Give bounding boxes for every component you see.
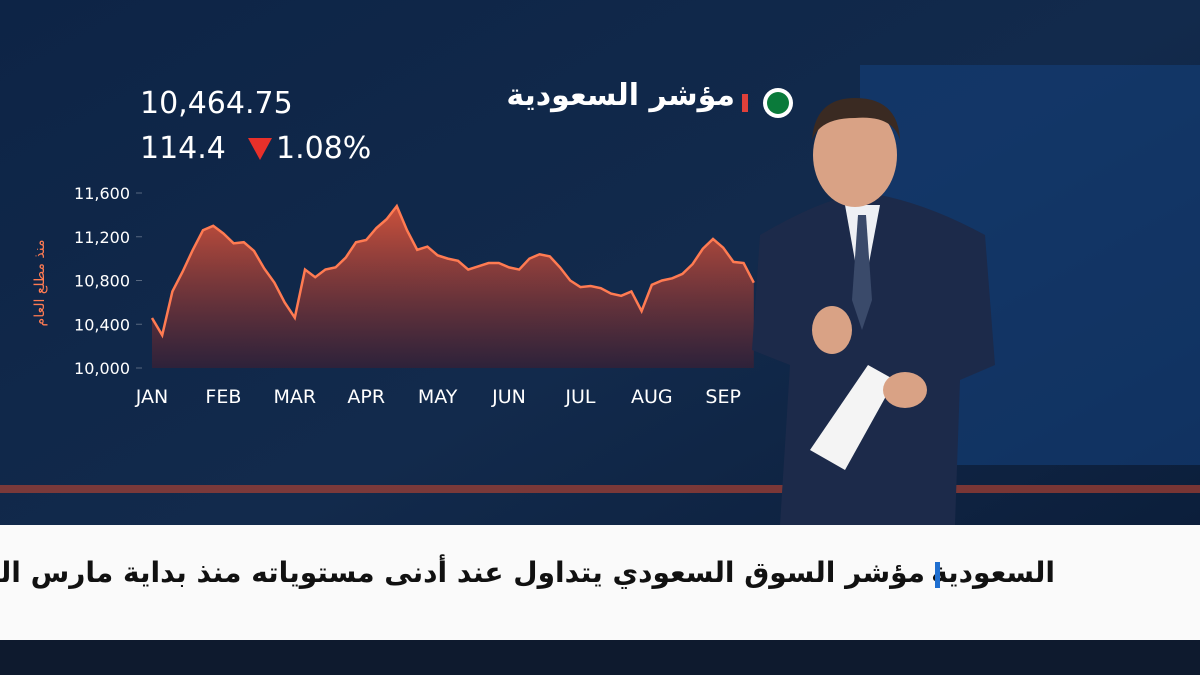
floor-glow	[0, 485, 1200, 493]
x-tick-label: JUL	[564, 386, 596, 408]
line	[150, 203, 755, 339]
change-percent: 1.08%	[276, 131, 371, 166]
x-tick-label: MAR	[274, 386, 317, 408]
y-axis-label: منذ مطلع العام	[32, 240, 48, 327]
headline-bar	[0, 525, 1200, 640]
x-tick-label: MAY	[418, 386, 458, 408]
index-value: 10,464.75	[140, 86, 293, 121]
x-tick-label: JAN	[135, 386, 168, 408]
y-tick-label: 10,000	[74, 359, 130, 378]
down-arrow	[248, 138, 272, 160]
logo-flag	[767, 92, 789, 114]
y-tick-label: 10,800	[74, 272, 130, 291]
x-tick-label: SEP	[705, 386, 741, 408]
chart-title: مؤشر السعودية	[506, 78, 735, 113]
change: 114.4	[140, 131, 226, 166]
logo-bar	[742, 94, 748, 112]
x-tick-label: JUN	[491, 386, 526, 408]
y-tick-label: 11,200	[74, 228, 130, 247]
x-tick-label: AUG	[631, 386, 673, 408]
ticker-label: السعودية	[931, 556, 1055, 589]
plot: 10,000 10,400 10,800 11,200 11,600 JAN FEB MAR A…	[74, 184, 755, 408]
area-fill	[152, 206, 754, 368]
x-tick-label: APR	[347, 386, 385, 408]
y-tick-label: 11,600	[74, 184, 130, 203]
presenter	[752, 98, 995, 525]
y-tick-label: 10,400	[74, 315, 130, 334]
separator	[935, 562, 940, 588]
x-tick-label: FEB	[205, 386, 241, 408]
bottom-strip	[0, 640, 1200, 675]
headline: مؤشر السوق السعودي يتداول عند أدنى مستوي…	[0, 554, 925, 589]
